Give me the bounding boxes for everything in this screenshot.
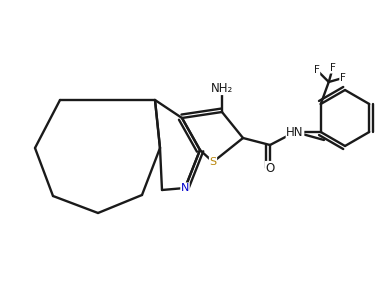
Text: F: F	[314, 65, 320, 75]
Text: O: O	[265, 162, 274, 175]
Text: HN: HN	[286, 126, 304, 139]
Text: S: S	[210, 157, 216, 167]
Text: F: F	[340, 73, 346, 83]
Text: N: N	[181, 183, 189, 193]
Text: F: F	[330, 63, 336, 73]
Text: NH₂: NH₂	[211, 81, 233, 95]
